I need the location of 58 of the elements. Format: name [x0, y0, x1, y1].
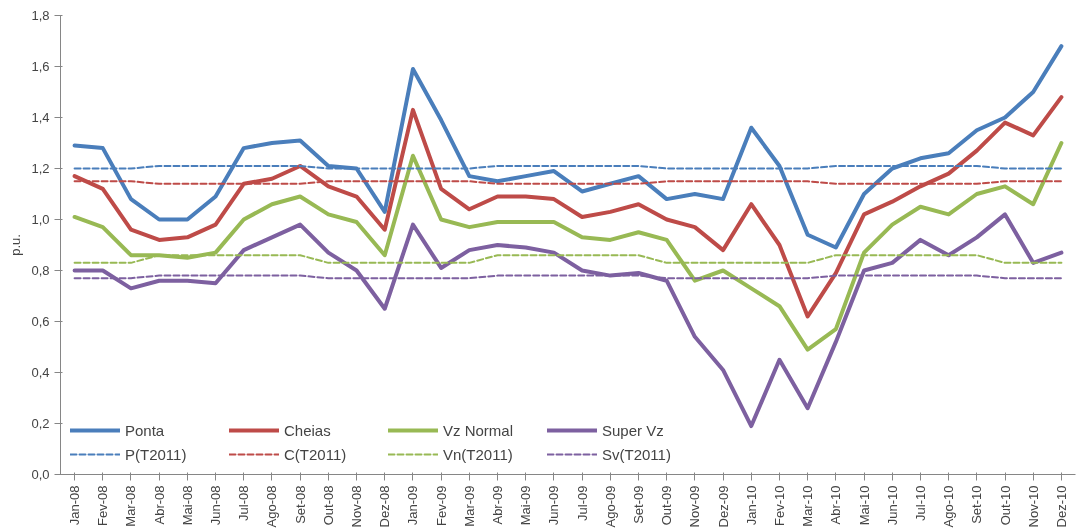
- y-tick-label: 1,2: [31, 161, 50, 176]
- legend-label: Cheias: [284, 421, 332, 439]
- x-tick-label: Jan-10: [743, 485, 759, 526]
- x-tick-label: Out-09: [659, 485, 675, 526]
- x-tick-label: Jul-08: [236, 485, 252, 521]
- y-tick-label: 1,0: [31, 212, 50, 227]
- x-tick-label: Out-08: [320, 485, 336, 526]
- y-tick-label: 1,8: [31, 8, 50, 23]
- y-tick-label: 0,6: [31, 314, 50, 329]
- x-tick-label: Mar-10: [800, 485, 816, 527]
- x-tick-label: Jun-09: [546, 485, 562, 526]
- y-tick-label: 0,4: [31, 365, 50, 380]
- x-tick-label: Jan-09: [405, 485, 421, 526]
- y-tick-label: 0,8: [31, 263, 50, 278]
- legend-label: C(T2011): [284, 445, 348, 463]
- x-tick-label: Dez-08: [377, 485, 393, 528]
- legend-label: Super Vz: [602, 421, 665, 439]
- x-tick-label: Jun-08: [208, 485, 224, 526]
- x-tick-label: Dez-09: [715, 485, 731, 528]
- x-tick-label: Fev-10: [771, 485, 787, 526]
- legend-label: Vn(T2011): [443, 445, 514, 463]
- line-series: [72, 44, 1064, 250]
- x-tick-label: Fev-08: [95, 485, 111, 526]
- x-tick-label: Abr-08: [151, 485, 167, 525]
- y-tick-label: 1,4: [31, 110, 50, 125]
- y-axis-title: p.u.: [8, 234, 24, 256]
- x-tick-label: Mar-09: [461, 485, 477, 527]
- x-tick-label: Dez-10: [1053, 485, 1069, 528]
- x-tick-label: Mai-08: [179, 485, 195, 526]
- x-tick-label: Mai-10: [856, 485, 872, 526]
- y-tick-label: 0,2: [31, 416, 50, 431]
- x-tick-label: Mar-08: [123, 485, 139, 527]
- x-tick-label: Fev-09: [433, 485, 449, 526]
- x-tick-label: Nov-10: [1025, 485, 1041, 528]
- x-tick-label: Abr-10: [828, 485, 844, 525]
- x-tick-label: Abr-09: [490, 485, 506, 525]
- line-series: [72, 95, 1064, 319]
- x-tick-label: Nov-08: [349, 485, 365, 528]
- x-tick-label: Jun-10: [884, 485, 900, 526]
- x-tick-label: Jan-08: [67, 485, 83, 526]
- x-tick-label: Mai-09: [518, 485, 534, 526]
- y-tick-label: 1,6: [31, 59, 50, 74]
- legend-label: Ponta: [125, 421, 166, 439]
- legend-label: Sv(T2011): [602, 445, 672, 463]
- legend-label: P(T2011): [125, 445, 188, 463]
- x-tick-label: Set-10: [969, 485, 985, 524]
- line-series: [72, 141, 1064, 352]
- y-tick-label: 0,0: [31, 467, 50, 482]
- legend-label: Vz Normal: [443, 421, 514, 439]
- x-tick-label: Ago-10: [941, 485, 957, 528]
- x-tick-label: Out-10: [997, 485, 1013, 526]
- x-tick-label: Set-09: [630, 485, 646, 524]
- x-tick-label: Ago-08: [264, 485, 280, 528]
- x-tick-label: Nov-09: [687, 485, 703, 528]
- x-tick-label: Ago-09: [602, 485, 618, 528]
- x-tick-label: Jul-10: [912, 485, 928, 521]
- x-tick-label: Jul-09: [574, 485, 590, 521]
- x-tick-label: Set-08: [292, 485, 308, 524]
